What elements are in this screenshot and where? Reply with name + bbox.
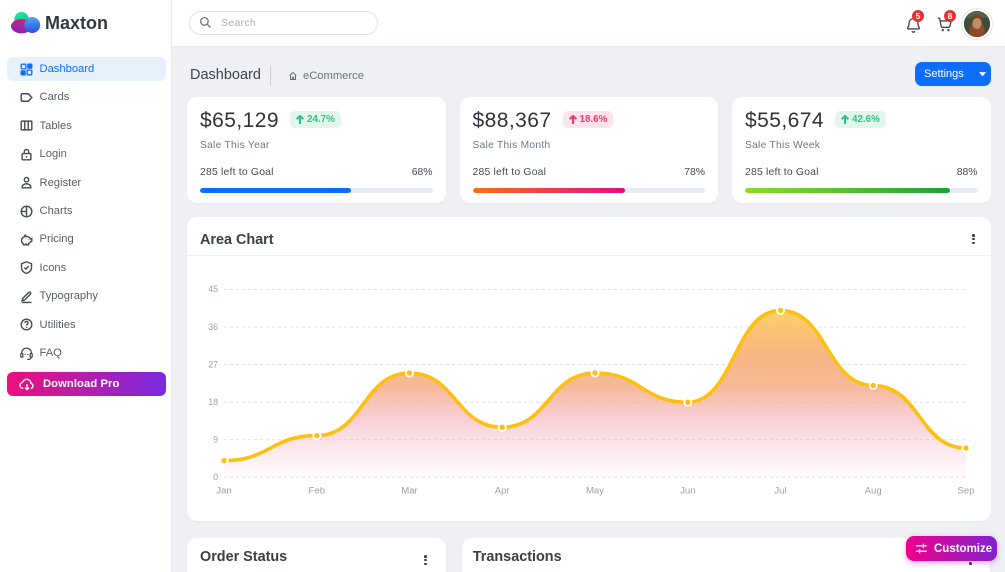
svg-text:18: 18 — [208, 396, 218, 406]
svg-text:Mar: Mar — [401, 485, 418, 496]
svg-text:Apr: Apr — [495, 485, 511, 496]
svg-text:9: 9 — [213, 434, 218, 444]
svg-text:May: May — [586, 485, 604, 496]
svg-text:Jan: Jan — [216, 485, 231, 496]
svg-text:Feb: Feb — [309, 485, 326, 496]
svg-text:27: 27 — [208, 359, 218, 369]
svg-text:Jul: Jul — [774, 485, 786, 496]
svg-text:Jun: Jun — [680, 485, 695, 496]
svg-text:36: 36 — [208, 321, 218, 331]
svg-text:Aug: Aug — [865, 485, 882, 496]
svg-text:0: 0 — [213, 472, 218, 482]
svg-text:45: 45 — [208, 284, 218, 294]
svg-text:Sep: Sep — [957, 485, 974, 496]
